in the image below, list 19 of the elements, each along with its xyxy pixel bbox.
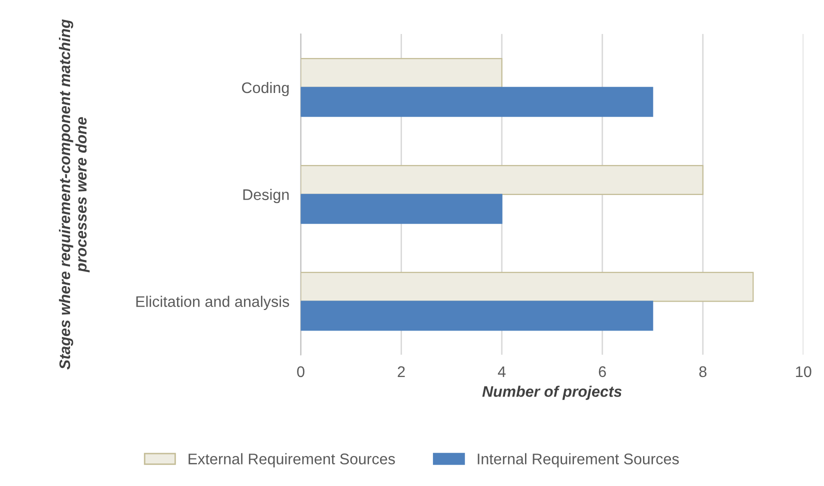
legend-label: External Requirement Sources	[188, 453, 395, 468]
x-axis-title: Number of projects	[482, 386, 622, 400]
y-tick-label: Coding	[242, 82, 289, 96]
bar	[300, 194, 502, 224]
x-tick-label: 2	[398, 366, 405, 377]
bar	[300, 86, 654, 117]
y-tick-label: Design	[243, 188, 289, 204]
x-tick-label: 4	[498, 366, 506, 377]
bar	[300, 272, 754, 302]
x-tick-label: 8	[699, 366, 706, 378]
bar	[300, 300, 654, 331]
x-tick-label: 10	[796, 366, 812, 378]
x-tick-label: 6	[598, 366, 606, 378]
y-tick-label: Elicitation and analysis	[136, 296, 290, 310]
bar	[300, 58, 502, 88]
x-tick-label: 0	[297, 366, 304, 378]
legend-label: Internal Requirement Sources	[478, 453, 679, 468]
y-axis-title: Stages where requirement-component matching processes were done	[58, 19, 90, 370]
bar	[300, 164, 704, 195]
